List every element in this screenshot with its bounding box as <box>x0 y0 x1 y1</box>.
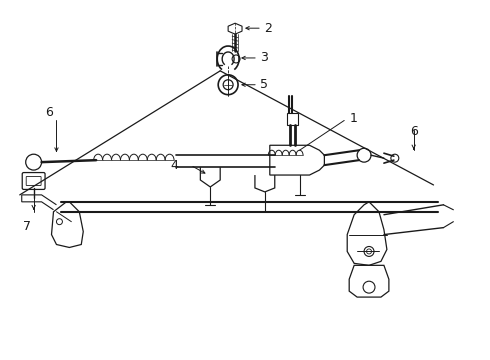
Text: 6: 6 <box>46 106 53 119</box>
Text: 5: 5 <box>260 78 268 91</box>
Text: 3: 3 <box>260 51 268 64</box>
Text: 7: 7 <box>23 220 31 233</box>
Text: 6: 6 <box>410 125 417 138</box>
Text: 4: 4 <box>171 159 178 172</box>
Text: 1: 1 <box>349 112 357 125</box>
Text: 2: 2 <box>264 22 272 35</box>
